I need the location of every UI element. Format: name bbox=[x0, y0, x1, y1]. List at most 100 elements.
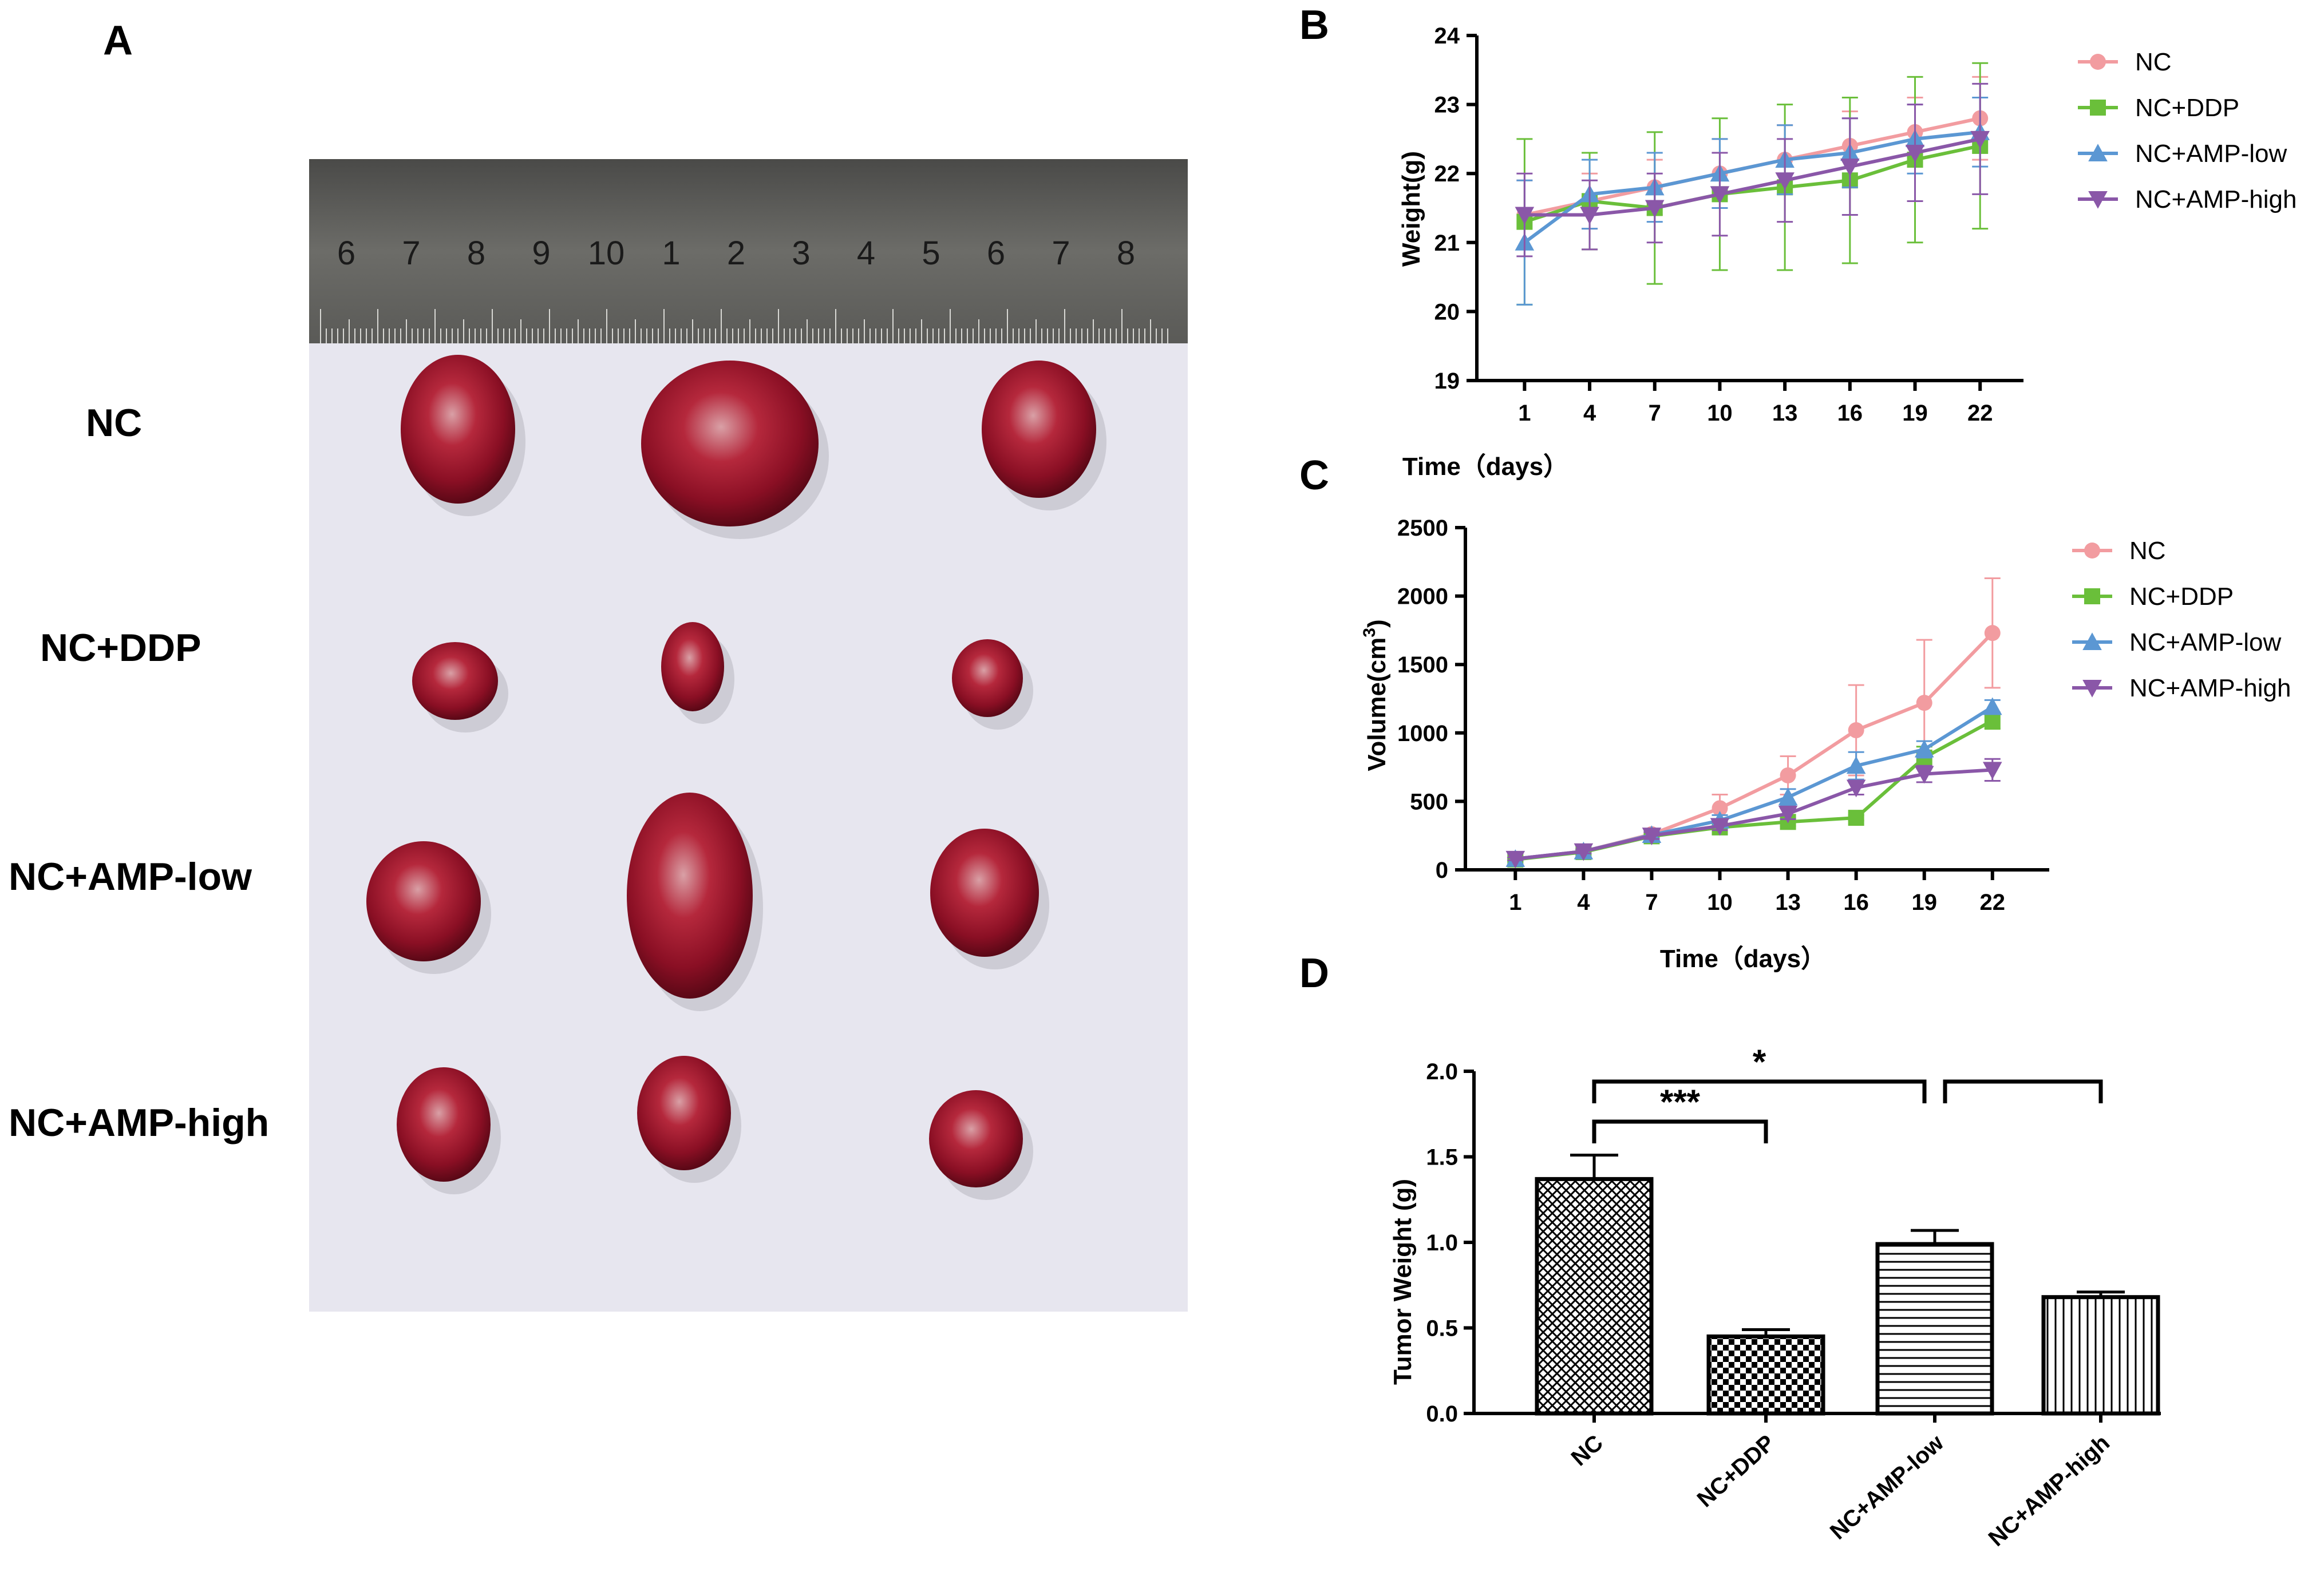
ruler-number: 2 bbox=[727, 235, 745, 272]
c-data-point bbox=[1984, 625, 2001, 641]
d-y-tick-label: 0.0 bbox=[1426, 1401, 1458, 1427]
b-data-point bbox=[1645, 200, 1665, 218]
b-x-tick-label: 19 bbox=[1902, 401, 1928, 426]
c-legend-label: NC+AMP-high bbox=[2129, 674, 2291, 702]
b-x-tick-label: 4 bbox=[1583, 401, 1596, 426]
b-y-tick-label: 23 bbox=[1434, 93, 1460, 118]
c-data-point bbox=[1710, 818, 1730, 836]
d-x-tick-label: NC+AMP-low bbox=[1825, 1429, 1949, 1545]
b-x-tick-label: 1 bbox=[1518, 401, 1531, 426]
b-x-tick-label: 16 bbox=[1837, 401, 1863, 426]
c-legend-label: NC+DDP bbox=[2129, 583, 2234, 611]
c-y-axis-title: Volume(cm3) bbox=[1360, 619, 1391, 771]
b-data-point bbox=[1710, 186, 1730, 204]
row-label-nc: NC bbox=[86, 401, 142, 445]
tumor-specimen bbox=[401, 355, 515, 504]
c-y-tick-label: 500 bbox=[1410, 789, 1448, 814]
b-x-tick-label: 13 bbox=[1772, 401, 1798, 426]
tumor-specimen bbox=[930, 829, 1039, 957]
c-data-point bbox=[1914, 739, 1934, 758]
ruler bbox=[309, 159, 1188, 343]
c-x-axis-title: Time（days） bbox=[1660, 945, 1826, 973]
b-series-1 bbox=[1516, 62, 1989, 306]
c-data-point bbox=[1982, 697, 2002, 715]
ruler-ticks bbox=[320, 309, 1168, 343]
c-data-point bbox=[1642, 827, 1662, 845]
ruler-number: 7 bbox=[1052, 235, 1070, 272]
c-legend-marker bbox=[2084, 542, 2100, 559]
c-data-point bbox=[1848, 810, 1864, 826]
c-x-tick-label: 1 bbox=[1509, 890, 1521, 915]
c-y-tick-label: 0 bbox=[1436, 858, 1448, 883]
ruler-number: 6 bbox=[987, 235, 1005, 272]
c-data-point bbox=[1780, 767, 1796, 783]
b-series-3 bbox=[1515, 82, 1990, 258]
d-significance-label: * bbox=[1753, 1043, 1766, 1081]
b-y-tick-label: 19 bbox=[1434, 369, 1460, 394]
d-significance-bracket bbox=[1592, 1079, 1927, 1103]
b-legend-marker bbox=[2090, 100, 2106, 116]
row-label-nc-amp-low: NC+AMP-low bbox=[9, 855, 252, 898]
panel-letter-a: A bbox=[103, 18, 133, 64]
d-significance-bracket bbox=[1592, 1119, 1768, 1143]
tumor-specimen bbox=[637, 1056, 731, 1170]
tumor-specimen bbox=[641, 361, 819, 526]
d-y-tick-label: 1.5 bbox=[1426, 1145, 1458, 1170]
tumor-specimen bbox=[929, 1090, 1023, 1187]
b-y-tick-label: 22 bbox=[1434, 161, 1460, 187]
tumor-specimen bbox=[627, 793, 753, 999]
b-legend-label: NC+AMP-high bbox=[2135, 185, 2297, 213]
c-data-point bbox=[1778, 805, 1798, 823]
ruler-number: 3 bbox=[792, 235, 810, 272]
c-data-point bbox=[1778, 787, 1798, 806]
b-legend: NC NC+DDP NC+AMP-low NC+AMP-high bbox=[2078, 48, 2297, 213]
d-y-tick-label: 1.0 bbox=[1426, 1230, 1458, 1256]
b-y-tick-label: 20 bbox=[1434, 299, 1460, 324]
b-data-point bbox=[1775, 172, 1795, 191]
c-data-point bbox=[1505, 850, 1525, 869]
d-x-tick-label: NC+AMP-high bbox=[1984, 1430, 2114, 1551]
b-legend-marker bbox=[2090, 54, 2106, 70]
b-legend-marker bbox=[2088, 144, 2108, 161]
c-series-3 bbox=[1505, 758, 2002, 869]
d-y-tick-label: 2.0 bbox=[1426, 1059, 1458, 1084]
tumor-specimen bbox=[412, 642, 498, 720]
row-label-nc-ddp: NC+DDP bbox=[40, 626, 201, 670]
b-y-axis-title: Weight(g) bbox=[1397, 151, 1425, 267]
b-x-axis-title: Time（days） bbox=[1402, 453, 1568, 481]
panel-letter-b: B bbox=[1299, 2, 1329, 48]
c-x-tick-label: 4 bbox=[1577, 890, 1590, 915]
d-y-tick-label: 0.5 bbox=[1426, 1316, 1458, 1341]
d-significance-bracket bbox=[1943, 1079, 2103, 1103]
b-data-point bbox=[1970, 130, 1990, 149]
ruler-number: 8 bbox=[467, 235, 485, 272]
d-bar bbox=[1535, 1177, 1654, 1416]
ruler-number: 6 bbox=[337, 235, 355, 272]
b-data-point bbox=[1580, 207, 1599, 225]
c-legend-marker bbox=[2082, 680, 2102, 698]
ruler-number: 5 bbox=[922, 235, 940, 272]
b-data-point bbox=[1905, 145, 1925, 163]
b-legend-marker bbox=[2088, 191, 2108, 209]
ruler-number: 9 bbox=[532, 235, 550, 272]
c-legend: NC NC+DDP NC+AMP-low NC+AMP-high bbox=[2072, 537, 2291, 702]
c-legend-marker bbox=[2082, 632, 2102, 650]
b-series-line bbox=[1523, 130, 1981, 244]
b-y-tick-label: 24 bbox=[1434, 23, 1460, 49]
d-bar bbox=[2041, 1295, 2160, 1416]
c-series-line bbox=[1515, 768, 1993, 861]
panel-a: A 6 7 8 9 10 1 2 3 4 5 6 7 8 NC NC+DDP NC+AMP-low NC… bbox=[9, 18, 1188, 1312]
panel-d-tumor-weight-bar-chart: D Tumor Weight (g) 0.0 0.5 1.0 1.5 2.0 NC NC+D… bbox=[1299, 951, 2161, 1551]
c-y-tick-label: 1000 bbox=[1397, 721, 1448, 746]
d-y-axis-title: Tumor Weight (g) bbox=[1389, 1179, 1417, 1385]
panel-b-weight-chart: B Time（days） Weight(g) 19 20 21 22 23 24 1 4 7 10… bbox=[1299, 2, 2297, 481]
panel-letter-d: D bbox=[1299, 951, 1329, 996]
c-y-tick-label: 2500 bbox=[1397, 516, 1448, 541]
c-x-tick-label: 22 bbox=[1980, 890, 2006, 915]
tumor-specimen bbox=[982, 361, 1096, 498]
b-series-line bbox=[1524, 137, 1981, 217]
c-x-tick-label: 10 bbox=[1707, 890, 1733, 915]
c-data-point bbox=[1982, 762, 2002, 780]
c-legend-label: NC+AMP-low bbox=[2129, 628, 2281, 656]
panel-letter-c: C bbox=[1299, 453, 1329, 498]
